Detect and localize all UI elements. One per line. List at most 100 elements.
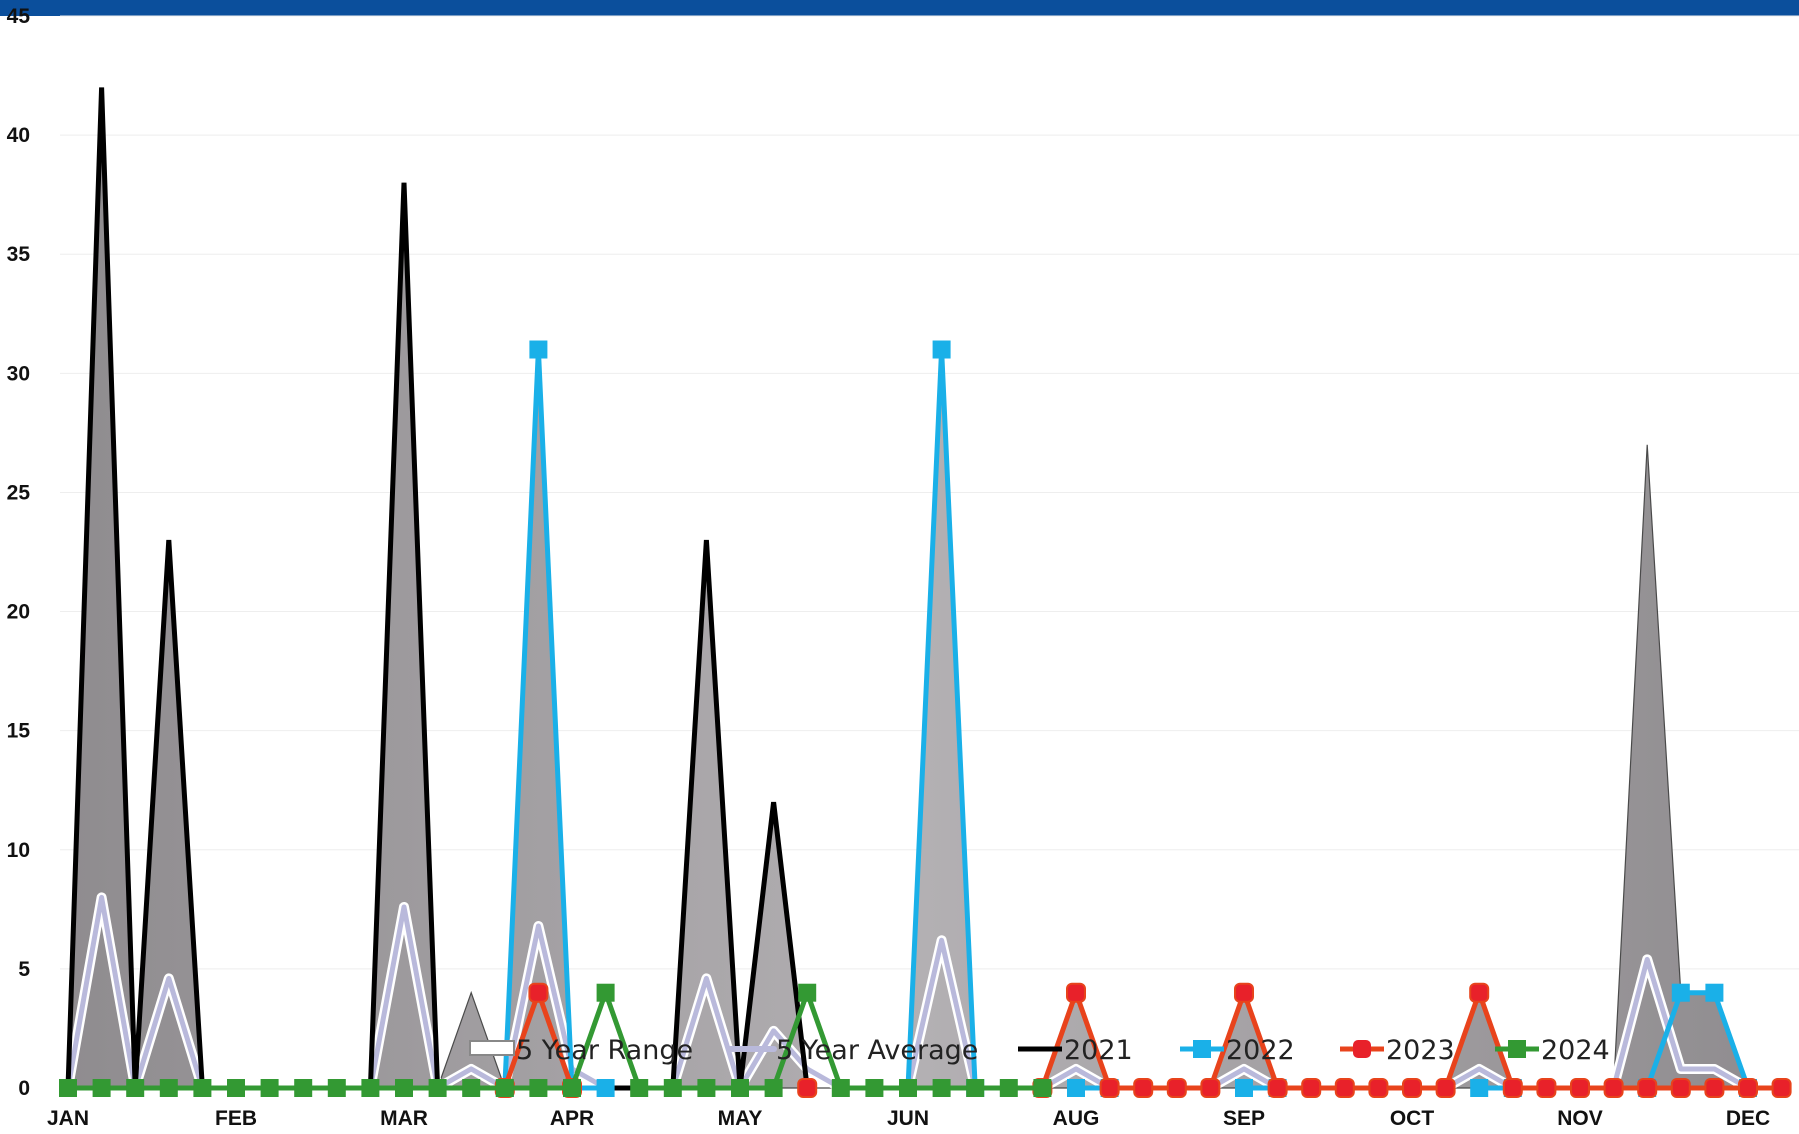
x-tick-label: MAY [718,1107,763,1130]
series-2024-point [294,1079,313,1097]
series-2023-point [1166,1078,1187,1098]
series-2024-point [260,1079,279,1097]
y-tick-label: 5 [18,958,30,981]
legend-2023-swatch-marker [1353,1040,1371,1058]
x-tick-label: APR [550,1107,594,1130]
legend-label: 2023 [1386,1035,1455,1066]
series-2023-point [797,1078,818,1098]
series-2023-point [1234,982,1254,1003]
series-2024-point [764,1079,783,1097]
series-2022-point [1705,983,1724,1002]
series-2022-point [1470,1079,1489,1097]
series-2024-point [327,1079,346,1097]
series-2023-point [1603,1078,1624,1098]
series-2024-point [831,1079,850,1097]
x-tick-label: SEP [1223,1107,1265,1130]
series-2023-point [1334,1078,1355,1098]
series-2024-point [529,1079,548,1097]
series-2023-point [1469,982,1490,1003]
axis-labels: 0 5 10 15 20 25 30 35 40 45 JAN FEB MAR APR MAY JUN AUG S… [7,5,1771,1130]
series-2023-point [1738,1078,1758,1098]
y-tick-label: 0 [18,1077,30,1100]
series-2024-point [428,1079,447,1097]
series-layer [59,87,1792,1098]
x-tick-label: NOV [1557,1107,1603,1130]
y-tick-label: 45 [7,5,31,28]
legend-label: 2024 [1541,1035,1610,1066]
series-2023-point [1368,1078,1389,1098]
y-tick-label: 35 [7,243,31,266]
series-2023-point [1771,1078,1792,1098]
series-2022-line [1644,990,1751,1089]
header-bar [0,0,1799,16]
x-tick-label: JAN [47,1107,89,1130]
series-2024-point [395,1079,413,1097]
series-2022-point [1067,1079,1085,1097]
series-2023-point [1402,1078,1422,1098]
y-tick-label: 25 [7,481,31,504]
series-2023-point [528,982,549,1003]
y-tick-label: 20 [7,601,30,624]
x-tick-label: MAR [380,1107,428,1130]
legend-label: 5 Year Average [776,1035,978,1066]
series-2022-point [1235,1079,1253,1097]
series-2024-point [596,983,615,1002]
x-tick-label: FEB [215,1107,257,1130]
series-2023-point [1267,1078,1288,1098]
series-2024-point [563,1079,581,1097]
series-2023-point [1099,1078,1120,1098]
series-2023-point [1066,982,1086,1003]
series-2024-point [59,1079,77,1097]
series-2024-point [999,1079,1018,1097]
series-2022-point [596,1079,615,1097]
series-2023-point [1301,1078,1322,1098]
series-2024-point [126,1079,145,1097]
series-2024-point [865,1079,884,1097]
y-tick-label: 15 [7,720,31,743]
series-2024-point [92,1079,111,1097]
series-2024-point [462,1079,481,1097]
series-2024-point [495,1079,514,1097]
series-2024-point [1033,1079,1052,1097]
series-2022-point [1671,983,1690,1002]
legend: 5 Year Range 5 Year Average 2021 2022 2023 20… [469,1035,1610,1066]
x-tick-label: AUG [1053,1107,1100,1130]
series-2024-point [731,1079,749,1097]
series-2022-point [529,340,548,359]
legend-label: 5 Year Range [516,1035,693,1066]
series-2024-point [630,1079,649,1097]
series-2023-point [1133,1078,1154,1098]
x-tick-label: DEC [1726,1107,1770,1130]
series-2024-point [966,1079,985,1097]
series-2024-point [227,1079,245,1097]
series-2022-point [932,340,951,359]
series-2023-point [1435,1078,1456,1098]
y-tick-label: 40 [7,124,30,147]
series-2023-point [1704,1078,1725,1098]
series-2024-point [193,1079,212,1097]
series-2024-point [159,1079,178,1097]
series-2023-point [1670,1078,1691,1098]
series-2023-point [1200,1078,1221,1098]
legend-5-year-range-swatch [469,1040,515,1056]
series-2023-point [1637,1078,1658,1098]
legend-2024-swatch-marker [1508,1040,1526,1058]
series-2024-point [361,1079,380,1097]
series-2024-point [697,1079,716,1097]
x-tick-label: JUN [887,1107,929,1130]
x-tick-label: OCT [1390,1107,1435,1130]
series-2023-point [1570,1078,1590,1098]
series-5-year-range-area [67,87,1782,1089]
legend-label: 2022 [1226,1035,1295,1066]
series-2024-point [899,1079,917,1097]
series-2023-point [1536,1078,1557,1098]
legend-2022-swatch-marker [1193,1040,1211,1058]
series-2024-point [932,1079,951,1097]
series-2023-point [1502,1078,1523,1098]
series-2024-point [663,1079,682,1097]
legend-label: 2021 [1064,1035,1133,1066]
y-tick-label: 30 [7,362,30,385]
series-2022-line [502,349,606,1091]
y-tick-label: 10 [7,839,30,862]
